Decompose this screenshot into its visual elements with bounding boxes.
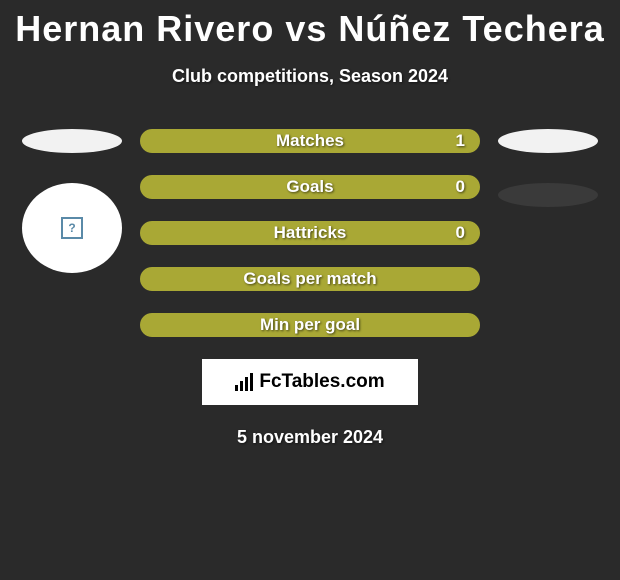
player-avatar: ?	[22, 183, 122, 273]
page-title: Hernan Rivero vs Núñez Techera	[0, 8, 620, 50]
comparison-card: Hernan Rivero vs Núñez Techera Club comp…	[0, 0, 620, 448]
logo-box: FcTables.com	[202, 359, 418, 405]
left-column: ?	[22, 129, 122, 273]
subtitle: Club competitions, Season 2024	[0, 66, 620, 87]
stats-bars: Matches 1 Goals 0 Hattricks 0 Goals per match M…	[140, 129, 480, 337]
stat-label: Hattricks	[274, 223, 347, 243]
stat-bar-goals: Goals 0	[140, 175, 480, 199]
date-text: 5 november 2024	[0, 427, 620, 448]
right-ellipse-1	[498, 129, 598, 153]
right-column	[498, 129, 598, 207]
stat-bar-goals-per-match: Goals per match	[140, 267, 480, 291]
stat-bar-min-per-goal: Min per goal	[140, 313, 480, 337]
main-area: ? Matches 1 Goals 0 Hattricks 0 Goals per matc…	[0, 129, 620, 337]
stat-value: 1	[456, 131, 465, 151]
avatar-placeholder-icon: ?	[61, 217, 83, 239]
right-ellipse-2	[498, 183, 598, 207]
logo-chart-icon	[235, 373, 253, 391]
stat-label: Min per goal	[260, 315, 360, 335]
stat-bar-matches: Matches 1	[140, 129, 480, 153]
stat-bar-hattricks: Hattricks 0	[140, 221, 480, 245]
stat-value: 0	[456, 177, 465, 197]
left-ellipse	[22, 129, 122, 153]
logo-text: FcTables.com	[259, 371, 384, 393]
stat-label: Goals per match	[243, 269, 376, 289]
stat-label: Matches	[276, 131, 344, 151]
stat-value: 0	[456, 223, 465, 243]
stat-label: Goals	[286, 177, 333, 197]
